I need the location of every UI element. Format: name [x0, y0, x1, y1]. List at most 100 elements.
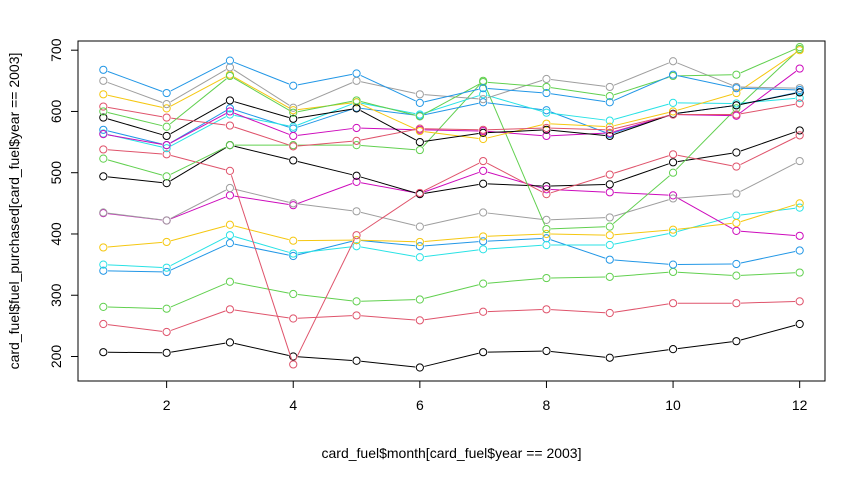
series-4	[99, 234, 804, 277]
series-segment	[487, 127, 542, 131]
series-segment	[107, 112, 163, 127]
series-segment	[361, 239, 416, 243]
data-point	[352, 104, 361, 113]
data-point	[479, 156, 488, 166]
series-segment	[234, 282, 289, 294]
data-point	[542, 108, 551, 117]
series-segment	[677, 341, 732, 350]
data-point	[415, 363, 424, 372]
data-point	[415, 124, 424, 133]
data-point	[795, 203, 804, 212]
data-point	[479, 348, 488, 357]
series-segment	[613, 76, 670, 101]
series-layer	[99, 43, 804, 372]
data-point	[162, 88, 171, 98]
data-point	[668, 345, 678, 354]
series-segment	[234, 101, 289, 118]
data-point	[732, 110, 741, 119]
data-point	[162, 113, 171, 122]
data-point	[795, 126, 804, 135]
data-point	[99, 145, 108, 154]
series-2	[99, 297, 804, 337]
series-segment	[614, 199, 669, 217]
series-16	[99, 57, 804, 112]
data-point	[668, 98, 678, 107]
series-segment	[487, 183, 542, 187]
series-segment	[487, 129, 542, 134]
series-segment	[234, 188, 289, 203]
series-segment	[170, 244, 226, 271]
data-point	[668, 228, 678, 237]
series-17	[99, 88, 804, 147]
series-segment	[171, 342, 226, 353]
series-segment	[614, 303, 669, 313]
series-segment	[170, 189, 227, 219]
data-point	[479, 166, 488, 175]
data-point	[415, 253, 424, 262]
series-segment	[170, 225, 226, 242]
series-segment	[677, 62, 733, 86]
data-point	[415, 112, 424, 121]
series-segment	[739, 52, 797, 91]
data-point	[99, 76, 108, 85]
data-point	[352, 297, 361, 306]
data-point	[162, 150, 171, 159]
data-point	[99, 154, 108, 163]
data-point	[605, 122, 614, 131]
data-point	[162, 122, 171, 131]
series-segment	[550, 239, 606, 259]
data-point	[605, 170, 614, 179]
data-point	[352, 231, 361, 240]
series-segment	[233, 69, 290, 106]
series-segment	[423, 83, 480, 115]
data-point	[732, 162, 741, 171]
data-point	[668, 158, 678, 167]
data-point	[605, 128, 614, 137]
series-segment	[424, 88, 479, 103]
series-segment	[487, 79, 543, 99]
series-19	[99, 43, 804, 131]
data-point	[162, 99, 171, 109]
data-point	[605, 131, 614, 141]
series-segment	[550, 87, 606, 96]
data-point	[289, 360, 298, 369]
series-segment	[614, 271, 669, 277]
data-point	[542, 119, 551, 128]
data-point	[225, 183, 235, 193]
series-segment	[424, 131, 479, 139]
series-segment	[677, 154, 732, 167]
y-axis: 200 300 400 500 600 700	[48, 38, 79, 368]
series-segment	[361, 127, 416, 131]
series-segment	[424, 352, 479, 367]
series-segment	[107, 306, 163, 310]
data-point	[99, 130, 108, 139]
series-segment	[107, 212, 163, 221]
series-segment	[360, 182, 416, 194]
series-segment	[613, 163, 669, 184]
data-point	[162, 172, 171, 181]
series-segment	[234, 243, 289, 256]
data-point	[605, 98, 614, 107]
series-segment	[230, 175, 293, 361]
x-tick-label: 12	[792, 397, 808, 413]
series-segment	[107, 81, 163, 103]
series-segment	[487, 212, 542, 220]
data-point	[289, 289, 298, 299]
data-point	[225, 220, 235, 229]
series-segment	[613, 114, 669, 135]
data-point	[732, 299, 741, 308]
series-segment	[107, 70, 163, 92]
series-segment	[361, 107, 416, 116]
data-point	[415, 126, 424, 136]
data-point	[542, 234, 551, 243]
series-segment	[424, 94, 479, 100]
data-point	[99, 302, 108, 311]
data-point	[668, 57, 678, 66]
data-point	[542, 190, 551, 199]
data-point	[352, 177, 361, 187]
series-segment	[170, 113, 227, 144]
series-segment	[740, 204, 796, 223]
data-point	[479, 95, 488, 104]
series-segment	[170, 116, 227, 147]
data-point	[479, 125, 488, 134]
